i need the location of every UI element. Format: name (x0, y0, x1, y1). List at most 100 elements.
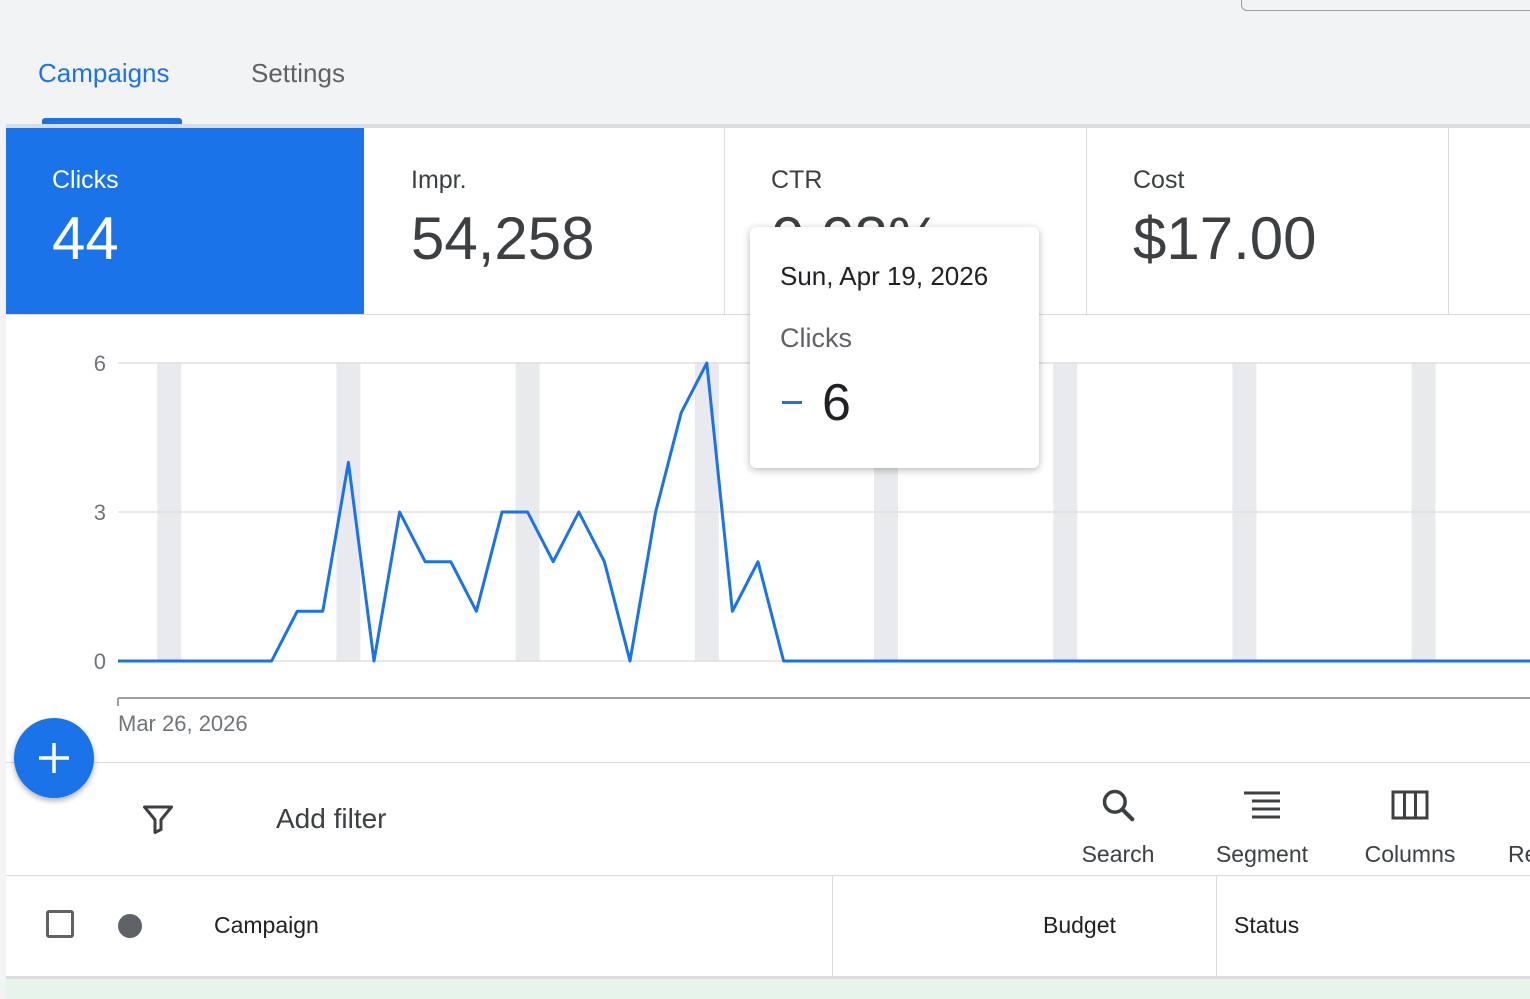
segment-label: Segment (1215, 841, 1309, 867)
column-header-campaign[interactable]: Campaign (214, 912, 319, 938)
columns-label: Columns (1364, 841, 1456, 867)
tab-settings[interactable]: Settings (251, 58, 345, 88)
metric-label: Impr. (411, 166, 467, 194)
metric-value: 44 (52, 205, 119, 272)
data-point (729, 608, 735, 614)
data-point (781, 658, 787, 664)
clicks-line-chart[interactable]: 0 3 6 Mar 26, 2026 (6, 315, 1530, 761)
data-point (166, 658, 172, 664)
metric-card-clicks[interactable]: Clicks 44 (6, 128, 364, 314)
filter-icon[interactable] (140, 801, 176, 842)
data-point (985, 658, 991, 664)
data-point (1395, 658, 1401, 664)
data-point (627, 658, 633, 664)
data-point (448, 559, 454, 565)
plus-icon (39, 743, 69, 773)
y-tick-label: 3 (94, 500, 106, 525)
data-point (1446, 658, 1452, 664)
y-tick-label: 6 (94, 351, 106, 376)
search-button[interactable]: Search (1074, 783, 1162, 868)
add-button[interactable] (14, 718, 94, 798)
metric-card-cost[interactable]: Cost $17.00 (1087, 128, 1449, 314)
metric-value: $17.00 (1133, 205, 1317, 272)
data-point (960, 658, 966, 664)
chart-tooltip: Sun, Apr 19, 2026 Clicks 6 (750, 227, 1039, 468)
data-point (883, 658, 889, 664)
data-point (217, 658, 223, 664)
y-tick-label: 0 (94, 649, 106, 674)
data-point (473, 608, 479, 614)
segment-button[interactable]: Segment (1206, 783, 1318, 868)
data-point (832, 658, 838, 664)
data-point (1139, 658, 1145, 664)
data-point (934, 658, 940, 664)
data-point (1523, 658, 1529, 664)
tab-divider (6, 124, 1530, 128)
tooltip-value: 6 (822, 374, 851, 432)
column-divider (832, 876, 833, 996)
data-point (1318, 658, 1324, 664)
table-header: Campaign Budget Status (6, 876, 1530, 996)
table-row[interactable] (6, 976, 1530, 999)
metric-label: CTR (771, 166, 823, 194)
data-point (1497, 658, 1503, 664)
data-point (345, 459, 351, 465)
metric-card-impressions[interactable]: Impr. 54,258 (365, 128, 725, 314)
search-icon (1074, 783, 1162, 827)
column-divider (1216, 876, 1217, 996)
data-point (1190, 658, 1196, 664)
data-point (1472, 658, 1478, 664)
search-label: Search (1081, 841, 1155, 867)
data-point (1037, 658, 1043, 664)
data-point (243, 658, 249, 664)
data-point (115, 658, 121, 664)
data-point (653, 509, 659, 515)
data-point (1344, 658, 1350, 664)
tab-campaigns[interactable]: Campaigns (38, 58, 170, 88)
data-point (294, 608, 300, 614)
data-point (1113, 658, 1119, 664)
column-header-status[interactable]: Status (1234, 912, 1300, 938)
active-tab-indicator (42, 118, 182, 124)
reports-icon (1508, 783, 1530, 827)
metric-value: 54,258 (411, 205, 595, 272)
tab-bar: Campaigns Settings (0, 0, 1530, 126)
data-point (1165, 658, 1171, 664)
data-point (397, 509, 403, 515)
x-tick-label: Mar 26, 2026 (118, 711, 248, 736)
segment-icon (1206, 783, 1318, 827)
data-point (601, 559, 607, 565)
data-point (1241, 658, 1247, 664)
data-point (422, 559, 428, 565)
data-point (678, 410, 684, 416)
data-point (576, 509, 582, 515)
data-point (499, 509, 505, 515)
account-selector-box[interactable] (1241, 0, 1530, 11)
data-point (1369, 658, 1375, 664)
series-swatch (782, 401, 802, 404)
data-point (806, 658, 812, 664)
data-point (1062, 658, 1068, 664)
add-filter-button[interactable]: Add filter (276, 803, 387, 834)
data-point (1421, 658, 1427, 664)
data-point (269, 658, 275, 664)
select-all-checkbox[interactable] (46, 910, 74, 938)
data-point (704, 360, 710, 366)
data-point (1267, 658, 1273, 664)
data-point (857, 658, 863, 664)
data-point (909, 658, 915, 664)
metric-card-more[interactable] (1449, 128, 1530, 314)
columns-button[interactable]: Columns (1356, 783, 1464, 868)
data-point (371, 658, 377, 664)
reports-button[interactable]: Re (1508, 783, 1530, 868)
metric-label: Clicks (52, 166, 119, 194)
data-point (525, 509, 531, 515)
data-point (1011, 658, 1017, 664)
columns-icon (1356, 783, 1464, 827)
data-point (1293, 658, 1299, 664)
data-point (1216, 658, 1222, 664)
status-dot-icon (118, 914, 142, 938)
tooltip-metric: Clicks (780, 323, 852, 353)
column-header-budget[interactable]: Budget (1043, 912, 1116, 938)
data-point (141, 658, 147, 664)
